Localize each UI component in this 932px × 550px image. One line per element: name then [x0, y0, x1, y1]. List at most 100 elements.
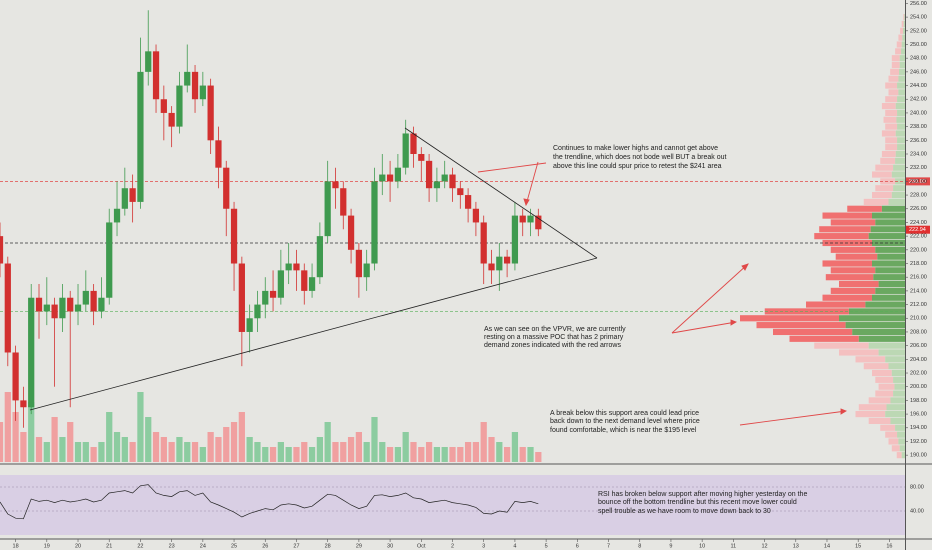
- annotation: bounce off the bottom trendline but this…: [598, 499, 797, 506]
- volume-bar: [207, 432, 214, 462]
- volume-bar: [230, 422, 238, 462]
- profile-bar-buy: [872, 260, 905, 267]
- profile-row: [806, 301, 905, 308]
- profile-bar-buy: [890, 397, 905, 404]
- profile-row: [875, 376, 905, 383]
- profile-bar-buy: [868, 233, 905, 240]
- volume-bar: [223, 427, 230, 462]
- candle-body: [246, 318, 253, 332]
- candle-body: [90, 290, 97, 312]
- candle-body: [433, 181, 441, 189]
- candle-body: [184, 71, 191, 86]
- profile-bar-buy: [839, 315, 905, 322]
- candle: [472, 201, 480, 237]
- y-tick-label: 226.00: [910, 206, 927, 212]
- profile-row: [888, 89, 905, 96]
- volume-bar: [160, 437, 167, 462]
- volume-bar: [535, 452, 542, 462]
- profile-bar-buy: [895, 424, 905, 431]
- profile-row: [881, 130, 905, 137]
- x-tick-label: 22: [137, 543, 143, 549]
- profile-bar-buy: [899, 68, 905, 75]
- arrow: [525, 161, 539, 206]
- profile-bar-sell: [868, 417, 891, 425]
- profile-bar-buy: [897, 137, 905, 144]
- profile-bar-buy: [875, 287, 905, 294]
- profile-bar-sell: [847, 205, 882, 212]
- candle: [238, 256, 245, 367]
- x-tick-label: 10: [699, 543, 705, 549]
- x-tick-label: 4: [513, 543, 516, 549]
- volume-bar: [82, 442, 89, 462]
- candle-body: [402, 133, 409, 168]
- candle-body: [472, 208, 480, 223]
- profile-row: [825, 274, 905, 281]
- profile-row: [875, 185, 905, 192]
- profile-bar-sell: [875, 185, 894, 192]
- volume-bar: [355, 432, 362, 462]
- profile-bar-sell: [814, 233, 869, 240]
- profile-bar-buy: [886, 404, 905, 411]
- profile-row: [885, 144, 905, 151]
- candle: [386, 160, 394, 202]
- profile-row: [863, 198, 905, 205]
- volume-bar: [340, 442, 347, 462]
- profile-bar-sell: [878, 383, 895, 390]
- candle: [262, 277, 269, 319]
- candle: [12, 345, 19, 421]
- candle-body: [215, 140, 222, 168]
- profile-bar-sell: [740, 315, 839, 322]
- x-tick-label: 15: [855, 543, 861, 549]
- volume-bar: [488, 437, 495, 462]
- profile-row: [875, 164, 905, 171]
- profile-bar-buy: [858, 335, 905, 342]
- y-tick-label: 250.00: [910, 42, 927, 48]
- candle: [168, 106, 175, 148]
- volume-bar: [410, 442, 417, 462]
- x-tick-label: 8: [638, 543, 641, 549]
- profile-bar-buy: [894, 383, 905, 390]
- profile-bar-sell: [858, 404, 887, 411]
- profile-bar-sell: [881, 130, 896, 137]
- y-tick-label: 210.00: [910, 316, 927, 322]
- profile-bar-sell: [885, 137, 898, 144]
- y-tick-label: 242.00: [910, 97, 927, 103]
- profile-bar-sell: [885, 96, 898, 103]
- profile-row: [896, 452, 905, 459]
- profile-bar-sell: [888, 438, 899, 445]
- candle-body: [28, 297, 35, 408]
- y-tick-label: 206.00: [910, 343, 927, 349]
- candle-body: [457, 188, 464, 196]
- candle-body: [324, 181, 331, 237]
- volume-bar: [480, 422, 487, 462]
- candle-body: [480, 222, 487, 264]
- candle: [215, 126, 222, 189]
- profile-bar-sell: [839, 280, 879, 288]
- profile-bar-buy: [870, 226, 905, 233]
- candle: [425, 154, 433, 202]
- candle: [98, 277, 105, 319]
- profile-row: [863, 363, 905, 370]
- volume-bar: [121, 437, 128, 462]
- profile-bar-sell: [888, 75, 899, 82]
- volume-bar: [43, 442, 50, 462]
- candle-body: [106, 222, 113, 298]
- candle: [332, 167, 339, 209]
- y-tick-label: 252.00: [910, 28, 927, 34]
- candle: [113, 181, 121, 237]
- profile-bar-buy: [895, 157, 905, 164]
- y-tick-label: 198.00: [910, 398, 927, 404]
- x-tick-label: 20: [75, 543, 81, 549]
- profile-bar-sell: [855, 411, 886, 418]
- arrow: [739, 410, 847, 426]
- profile-bar-buy: [890, 417, 905, 425]
- volume-bar: [301, 442, 308, 462]
- volume-bar: [90, 447, 97, 462]
- y-tick-label: 230.00: [910, 179, 927, 185]
- volume-bar: [184, 442, 191, 462]
- candle: [394, 154, 402, 189]
- candle-body: [113, 208, 121, 223]
- profile-bar-buy: [902, 34, 905, 41]
- profile-row: [830, 287, 905, 294]
- candle-body: [488, 263, 495, 271]
